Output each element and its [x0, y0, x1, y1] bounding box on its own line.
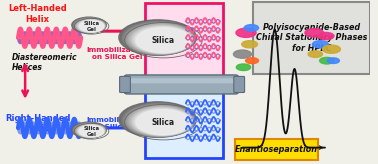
Circle shape: [308, 51, 322, 57]
Circle shape: [134, 109, 191, 135]
Circle shape: [75, 124, 105, 137]
FancyBboxPatch shape: [235, 139, 318, 160]
Circle shape: [313, 41, 328, 48]
Circle shape: [72, 17, 106, 33]
Circle shape: [125, 23, 194, 54]
Circle shape: [77, 124, 105, 137]
Circle shape: [76, 124, 105, 137]
Circle shape: [127, 106, 194, 136]
Circle shape: [130, 25, 193, 53]
Circle shape: [242, 41, 257, 48]
Circle shape: [120, 102, 196, 137]
Text: Immobilization
on Silica Gel: Immobilization on Silica Gel: [86, 117, 147, 130]
Circle shape: [135, 109, 191, 135]
Circle shape: [135, 27, 191, 53]
Circle shape: [119, 20, 197, 55]
FancyBboxPatch shape: [146, 87, 223, 158]
Circle shape: [131, 108, 192, 135]
FancyBboxPatch shape: [253, 2, 370, 74]
Circle shape: [73, 18, 106, 33]
Circle shape: [124, 22, 195, 54]
Text: Immobilization
on Silica Gel: Immobilization on Silica Gel: [86, 47, 147, 60]
Text: Diastereomeric
Helices: Diastereomeric Helices: [11, 53, 77, 72]
Circle shape: [124, 104, 195, 136]
Text: Polyisocyanide-Based
Chiral Stationary Phases
for HPLC: Polyisocyanide-Based Chiral Stationary P…: [256, 23, 367, 53]
Circle shape: [234, 50, 251, 58]
Text: Silica: Silica: [152, 118, 175, 127]
Circle shape: [77, 125, 104, 137]
Circle shape: [77, 20, 105, 32]
Circle shape: [75, 19, 105, 32]
FancyBboxPatch shape: [234, 76, 245, 92]
Circle shape: [126, 23, 194, 54]
Circle shape: [76, 19, 105, 32]
Circle shape: [122, 21, 195, 55]
Circle shape: [305, 29, 324, 37]
Circle shape: [236, 64, 251, 71]
Text: Silica
Gel: Silica Gel: [84, 21, 99, 32]
Circle shape: [127, 24, 194, 54]
Circle shape: [133, 108, 192, 135]
Circle shape: [244, 25, 259, 31]
Circle shape: [120, 20, 196, 55]
Circle shape: [131, 26, 192, 53]
Circle shape: [129, 24, 193, 54]
Circle shape: [72, 122, 106, 138]
Text: Silica: Silica: [152, 36, 175, 45]
Circle shape: [136, 110, 191, 135]
Text: Silica
Gel: Silica Gel: [84, 126, 99, 137]
Circle shape: [74, 123, 105, 138]
Circle shape: [78, 20, 104, 32]
Circle shape: [72, 122, 106, 138]
Circle shape: [322, 45, 341, 53]
FancyBboxPatch shape: [128, 78, 234, 83]
FancyBboxPatch shape: [125, 75, 238, 94]
Circle shape: [73, 18, 106, 33]
Circle shape: [119, 102, 197, 137]
Circle shape: [74, 18, 105, 33]
FancyBboxPatch shape: [146, 3, 223, 76]
Circle shape: [79, 21, 104, 32]
Circle shape: [76, 19, 105, 32]
Circle shape: [121, 103, 195, 137]
Circle shape: [73, 123, 106, 138]
Circle shape: [134, 27, 191, 53]
Circle shape: [236, 28, 256, 37]
Text: Left-Handed
Helix: Left-Handed Helix: [8, 4, 67, 23]
Circle shape: [129, 106, 193, 136]
Circle shape: [79, 125, 104, 137]
Circle shape: [126, 105, 194, 136]
Circle shape: [327, 58, 339, 63]
Circle shape: [78, 125, 104, 137]
Circle shape: [76, 124, 105, 137]
Circle shape: [136, 28, 191, 53]
Circle shape: [79, 20, 104, 32]
Text: Enantioseparation: Enantioseparation: [235, 145, 318, 154]
FancyBboxPatch shape: [119, 76, 130, 92]
Circle shape: [122, 103, 195, 137]
Circle shape: [74, 19, 105, 32]
Circle shape: [320, 57, 334, 64]
Circle shape: [74, 123, 105, 137]
Circle shape: [77, 20, 104, 32]
Circle shape: [246, 58, 259, 64]
Circle shape: [79, 126, 104, 137]
Circle shape: [78, 20, 104, 32]
Circle shape: [125, 105, 194, 136]
Circle shape: [72, 17, 106, 33]
Text: Right-Handed
Helix: Right-Handed Helix: [5, 114, 70, 133]
Circle shape: [130, 107, 193, 135]
Circle shape: [73, 123, 106, 138]
Circle shape: [78, 125, 104, 137]
Circle shape: [133, 26, 192, 53]
Circle shape: [121, 21, 195, 55]
Circle shape: [318, 32, 334, 40]
